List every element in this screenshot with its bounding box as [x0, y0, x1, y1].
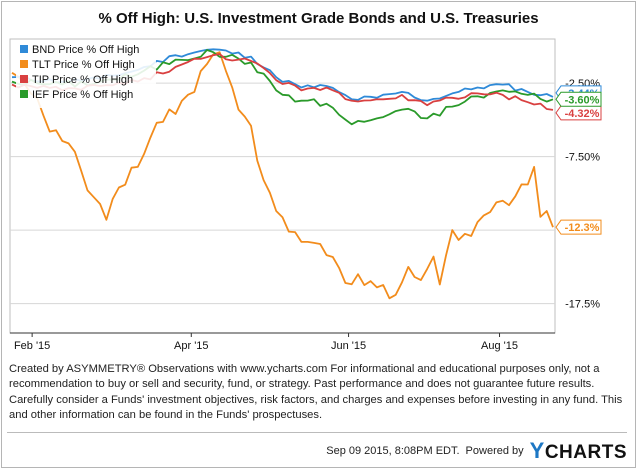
legend-label: IEF Price % Off High	[32, 89, 133, 101]
end-label-tlt: -12.3%	[555, 219, 602, 235]
ycharts-logo-y: Y	[529, 438, 545, 463]
legend-label: BND Price % Off High	[32, 44, 139, 56]
end-label-tip: -4.32%	[555, 105, 602, 121]
legend-swatch	[20, 45, 28, 53]
x-tick-label: Apr '15	[174, 340, 209, 352]
end-labels: -3.44%-12.3%-4.32%-3.60%	[555, 85, 602, 235]
footnote: Created by ASYMMETRY® Observations with …	[9, 363, 623, 422]
ycharts-logo[interactable]: YCHARTS	[530, 438, 627, 464]
footer: Sep 09 2015, 8:08PM EDT. Powered by YCHA…	[326, 438, 627, 464]
legend-box	[16, 40, 156, 108]
x-axis-ticks: Feb '15 Apr '15 Jun '15 Aug '15	[14, 333, 518, 352]
end-label-box	[555, 219, 602, 235]
legend-label: TLT Price % Off High	[32, 59, 135, 71]
legend: BND Price % Off High TLT Price % Off High…	[16, 40, 156, 108]
footer-timestamp: Sep 09 2015, 8:08PM EDT.	[326, 445, 460, 457]
legend-swatch	[20, 60, 28, 68]
legend-swatch	[20, 90, 28, 98]
x-tick-label: Feb '15	[14, 340, 50, 352]
series-line-tlt	[11, 51, 554, 300]
end-label-box	[555, 105, 602, 121]
ycharts-logo-text: CHARTS	[544, 442, 627, 463]
x-tick-label: Jun '15	[331, 340, 366, 352]
legend-swatch	[20, 75, 28, 83]
chart-title: % Off High: U.S. Investment Grade Bonds …	[98, 10, 539, 27]
end-label-text: -4.32%	[565, 108, 600, 120]
x-tick-label: Aug '15	[481, 340, 518, 352]
end-label-box	[555, 91, 602, 107]
y-tick-label: -7.50%	[565, 152, 600, 164]
end-label-ief: -3.60%	[555, 91, 602, 107]
legend-label: TIP Price % Off High	[32, 74, 133, 86]
footer-powered-by: Powered by	[465, 445, 524, 457]
y-tick-label: -17.5%	[565, 299, 600, 311]
footer-divider	[7, 432, 627, 433]
end-label-text: -12.3%	[565, 222, 600, 234]
end-label-text: -3.60%	[565, 94, 600, 106]
